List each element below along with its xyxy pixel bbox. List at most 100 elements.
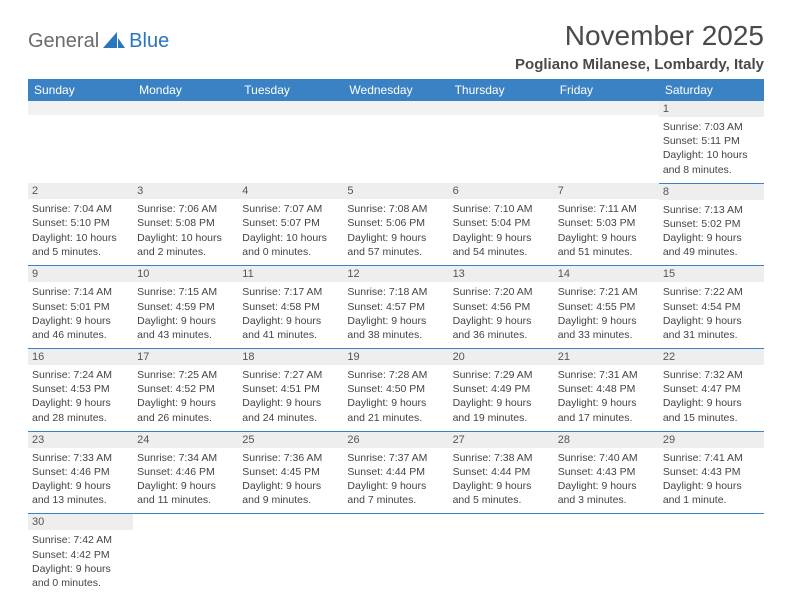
day-details: Sunrise: 7:06 AMSunset: 5:08 PMDaylight:… <box>133 199 238 265</box>
calendar-cell <box>449 101 554 183</box>
calendar-week-row: 30Sunrise: 7:42 AMSunset: 4:42 PMDayligh… <box>28 514 764 596</box>
day-number: 6 <box>449 183 554 199</box>
col-header: Saturday <box>659 79 764 101</box>
location-subtitle: Pogliano Milanese, Lombardy, Italy <box>515 56 764 73</box>
calendar-cell: 11Sunrise: 7:17 AMSunset: 4:58 PMDayligh… <box>238 266 343 349</box>
calendar-cell <box>343 514 448 596</box>
calendar-cell: 17Sunrise: 7:25 AMSunset: 4:52 PMDayligh… <box>133 349 238 432</box>
day-details: Sunrise: 7:04 AMSunset: 5:10 PMDaylight:… <box>28 199 133 265</box>
day-number: 14 <box>554 266 659 282</box>
day-details: Sunrise: 7:03 AMSunset: 5:11 PMDaylight:… <box>659 117 764 183</box>
calendar-cell: 23Sunrise: 7:33 AMSunset: 4:46 PMDayligh… <box>28 431 133 514</box>
title-block: November 2025 Pogliano Milanese, Lombard… <box>515 20 764 73</box>
day-details: Sunrise: 7:17 AMSunset: 4:58 PMDaylight:… <box>238 282 343 348</box>
col-header: Wednesday <box>343 79 448 101</box>
day-details: Sunrise: 7:18 AMSunset: 4:57 PMDaylight:… <box>343 282 448 348</box>
calendar-cell <box>133 514 238 596</box>
calendar-week-row: 23Sunrise: 7:33 AMSunset: 4:46 PMDayligh… <box>28 431 764 514</box>
day-details: Sunrise: 7:24 AMSunset: 4:53 PMDaylight:… <box>28 365 133 431</box>
day-number: 2 <box>28 183 133 199</box>
day-details: Sunrise: 7:21 AMSunset: 4:55 PMDaylight:… <box>554 282 659 348</box>
calendar-cell: 14Sunrise: 7:21 AMSunset: 4:55 PMDayligh… <box>554 266 659 349</box>
day-number: 29 <box>659 432 764 448</box>
calendar-cell: 29Sunrise: 7:41 AMSunset: 4:43 PMDayligh… <box>659 431 764 514</box>
day-details: Sunrise: 7:32 AMSunset: 4:47 PMDaylight:… <box>659 365 764 431</box>
day-details: Sunrise: 7:40 AMSunset: 4:43 PMDaylight:… <box>554 448 659 514</box>
calendar-week-row: 16Sunrise: 7:24 AMSunset: 4:53 PMDayligh… <box>28 349 764 432</box>
day-number: 9 <box>28 266 133 282</box>
calendar-cell: 3Sunrise: 7:06 AMSunset: 5:08 PMDaylight… <box>133 183 238 266</box>
day-details: Sunrise: 7:15 AMSunset: 4:59 PMDaylight:… <box>133 282 238 348</box>
calendar-cell <box>238 514 343 596</box>
calendar-cell: 30Sunrise: 7:42 AMSunset: 4:42 PMDayligh… <box>28 514 133 596</box>
day-number: 1 <box>659 101 764 117</box>
calendar-week-row: 1Sunrise: 7:03 AMSunset: 5:11 PMDaylight… <box>28 101 764 183</box>
calendar-cell: 6Sunrise: 7:10 AMSunset: 5:04 PMDaylight… <box>449 183 554 266</box>
col-header: Sunday <box>28 79 133 101</box>
page-title: November 2025 <box>515 20 764 52</box>
calendar-cell <box>28 101 133 183</box>
day-details: Sunrise: 7:25 AMSunset: 4:52 PMDaylight:… <box>133 365 238 431</box>
day-number: 8 <box>659 184 764 200</box>
day-number: 23 <box>28 432 133 448</box>
day-details: Sunrise: 7:22 AMSunset: 4:54 PMDaylight:… <box>659 282 764 348</box>
day-details: Sunrise: 7:14 AMSunset: 5:01 PMDaylight:… <box>28 282 133 348</box>
day-number: 17 <box>133 349 238 365</box>
calendar-cell: 9Sunrise: 7:14 AMSunset: 5:01 PMDaylight… <box>28 266 133 349</box>
day-details: Sunrise: 7:33 AMSunset: 4:46 PMDaylight:… <box>28 448 133 514</box>
day-number: 27 <box>449 432 554 448</box>
calendar-cell: 8Sunrise: 7:13 AMSunset: 5:02 PMDaylight… <box>659 183 764 266</box>
day-number: 21 <box>554 349 659 365</box>
calendar-cell: 19Sunrise: 7:28 AMSunset: 4:50 PMDayligh… <box>343 349 448 432</box>
day-details: Sunrise: 7:10 AMSunset: 5:04 PMDaylight:… <box>449 199 554 265</box>
logo-text-general: General <box>28 30 99 53</box>
calendar-cell: 24Sunrise: 7:34 AMSunset: 4:46 PMDayligh… <box>133 431 238 514</box>
day-number: 19 <box>343 349 448 365</box>
day-details: Sunrise: 7:08 AMSunset: 5:06 PMDaylight:… <box>343 199 448 265</box>
day-number: 11 <box>238 266 343 282</box>
calendar-cell: 18Sunrise: 7:27 AMSunset: 4:51 PMDayligh… <box>238 349 343 432</box>
calendar-week-row: 9Sunrise: 7:14 AMSunset: 5:01 PMDaylight… <box>28 266 764 349</box>
day-number: 10 <box>133 266 238 282</box>
day-details: Sunrise: 7:29 AMSunset: 4:49 PMDaylight:… <box>449 365 554 431</box>
calendar-cell <box>343 101 448 183</box>
col-header: Monday <box>133 79 238 101</box>
day-number: 25 <box>238 432 343 448</box>
day-number: 3 <box>133 183 238 199</box>
calendar-cell: 7Sunrise: 7:11 AMSunset: 5:03 PMDaylight… <box>554 183 659 266</box>
logo-text-blue: Blue <box>129 30 169 53</box>
calendar-header-row: Sunday Monday Tuesday Wednesday Thursday… <box>28 79 764 101</box>
day-details: Sunrise: 7:41 AMSunset: 4:43 PMDaylight:… <box>659 448 764 514</box>
calendar-cell: 16Sunrise: 7:24 AMSunset: 4:53 PMDayligh… <box>28 349 133 432</box>
col-header: Friday <box>554 79 659 101</box>
day-number: 18 <box>238 349 343 365</box>
day-number: 15 <box>659 266 764 282</box>
calendar-cell: 28Sunrise: 7:40 AMSunset: 4:43 PMDayligh… <box>554 431 659 514</box>
day-number: 24 <box>133 432 238 448</box>
day-details: Sunrise: 7:38 AMSunset: 4:44 PMDaylight:… <box>449 448 554 514</box>
day-details: Sunrise: 7:20 AMSunset: 4:56 PMDaylight:… <box>449 282 554 348</box>
day-details: Sunrise: 7:36 AMSunset: 4:45 PMDaylight:… <box>238 448 343 514</box>
day-number: 30 <box>28 514 133 530</box>
calendar-table: Sunday Monday Tuesday Wednesday Thursday… <box>28 79 764 596</box>
day-number: 16 <box>28 349 133 365</box>
day-details: Sunrise: 7:28 AMSunset: 4:50 PMDaylight:… <box>343 365 448 431</box>
day-number: 12 <box>343 266 448 282</box>
calendar-cell: 10Sunrise: 7:15 AMSunset: 4:59 PMDayligh… <box>133 266 238 349</box>
day-number: 26 <box>343 432 448 448</box>
calendar-cell: 15Sunrise: 7:22 AMSunset: 4:54 PMDayligh… <box>659 266 764 349</box>
day-number: 4 <box>238 183 343 199</box>
calendar-cell: 5Sunrise: 7:08 AMSunset: 5:06 PMDaylight… <box>343 183 448 266</box>
day-details: Sunrise: 7:34 AMSunset: 4:46 PMDaylight:… <box>133 448 238 514</box>
calendar-cell: 27Sunrise: 7:38 AMSunset: 4:44 PMDayligh… <box>449 431 554 514</box>
calendar-cell <box>554 101 659 183</box>
day-number: 20 <box>449 349 554 365</box>
day-details: Sunrise: 7:11 AMSunset: 5:03 PMDaylight:… <box>554 199 659 265</box>
calendar-cell <box>554 514 659 596</box>
day-details: Sunrise: 7:27 AMSunset: 4:51 PMDaylight:… <box>238 365 343 431</box>
day-details: Sunrise: 7:37 AMSunset: 4:44 PMDaylight:… <box>343 448 448 514</box>
calendar-cell: 13Sunrise: 7:20 AMSunset: 4:56 PMDayligh… <box>449 266 554 349</box>
calendar-cell: 4Sunrise: 7:07 AMSunset: 5:07 PMDaylight… <box>238 183 343 266</box>
calendar-cell <box>659 514 764 596</box>
calendar-cell <box>238 101 343 183</box>
